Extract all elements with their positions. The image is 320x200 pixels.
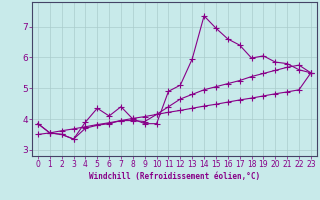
X-axis label: Windchill (Refroidissement éolien,°C): Windchill (Refroidissement éolien,°C)	[89, 172, 260, 181]
